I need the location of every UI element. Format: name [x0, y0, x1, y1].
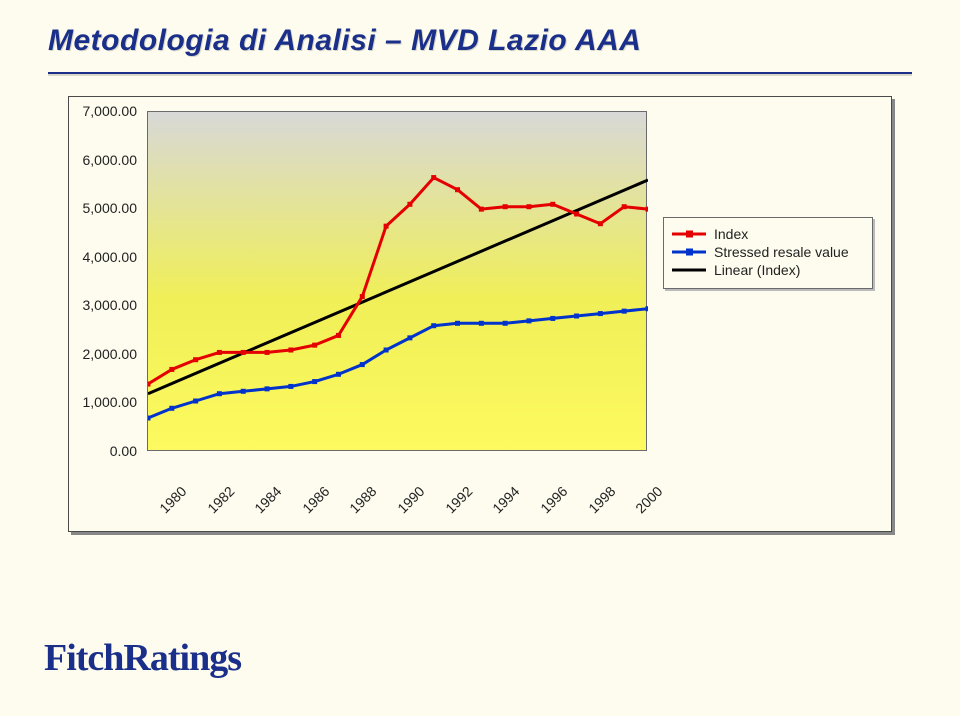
x-axis-labels: 1980 1982 1984 1986 1988 1990 1992 1994 1996 1998…	[147, 455, 647, 515]
x-tick-label: 1986	[299, 483, 332, 516]
legend-label: Linear (Index)	[714, 262, 800, 278]
y-axis-labels: 0.001,000.002,000.003,000.004,000.005,00…	[83, 111, 143, 451]
x-tick-label: 2000	[632, 483, 665, 516]
chart-plot	[147, 111, 647, 451]
legend-item: Index	[672, 226, 864, 242]
y-tick-label: 3,000.00	[83, 297, 138, 313]
y-tick-label: 6,000.00	[83, 152, 138, 168]
legend-swatch	[672, 227, 706, 241]
x-tick-label: 1980	[156, 483, 189, 516]
x-tick-label: 1998	[585, 483, 618, 516]
legend-swatch	[672, 245, 706, 259]
legend-label: Stressed resale value	[714, 244, 849, 260]
legend-label: Index	[714, 226, 748, 242]
chart-legend: Index Stressed resale value Linear (Index)	[663, 217, 873, 289]
legend-item: Linear (Index)	[672, 262, 864, 278]
brand-logo: FitchRatings	[44, 636, 241, 680]
x-tick-label: 1988	[347, 483, 380, 516]
title-rule	[48, 72, 912, 74]
y-tick-label: 0.00	[110, 443, 137, 459]
y-tick-label: 2,000.00	[83, 346, 138, 362]
y-tick-label: 1,000.00	[83, 394, 138, 410]
x-tick-label: 1994	[489, 483, 522, 516]
chart-container: 0.00 1,000.00 2,000.00 3,000.00 4,000.00 5,00…	[68, 96, 892, 532]
chart-svg	[148, 112, 648, 452]
x-tick-label: 1992	[442, 483, 475, 516]
x-tick-label: 1996	[537, 483, 570, 516]
y-tick-label: 7,000.00	[83, 103, 138, 119]
y-tick-label: 5,000.00	[83, 200, 138, 216]
page-title: Metodologia di Analisi – MVD Lazio AAA	[48, 24, 641, 58]
x-tick-label: 1982	[204, 483, 237, 516]
legend-item: Stressed resale value	[672, 244, 864, 260]
y-tick-label: 4,000.00	[83, 249, 138, 265]
x-tick-label: 1984	[251, 483, 284, 516]
x-tick-label: 1990	[394, 483, 427, 516]
chart-wrap: 0.00 1,000.00 2,000.00 3,000.00 4,000.00 5,00…	[83, 111, 877, 517]
legend-swatch	[672, 263, 706, 277]
slide: Metodologia di Analisi – MVD Lazio AAA 0…	[0, 0, 960, 716]
